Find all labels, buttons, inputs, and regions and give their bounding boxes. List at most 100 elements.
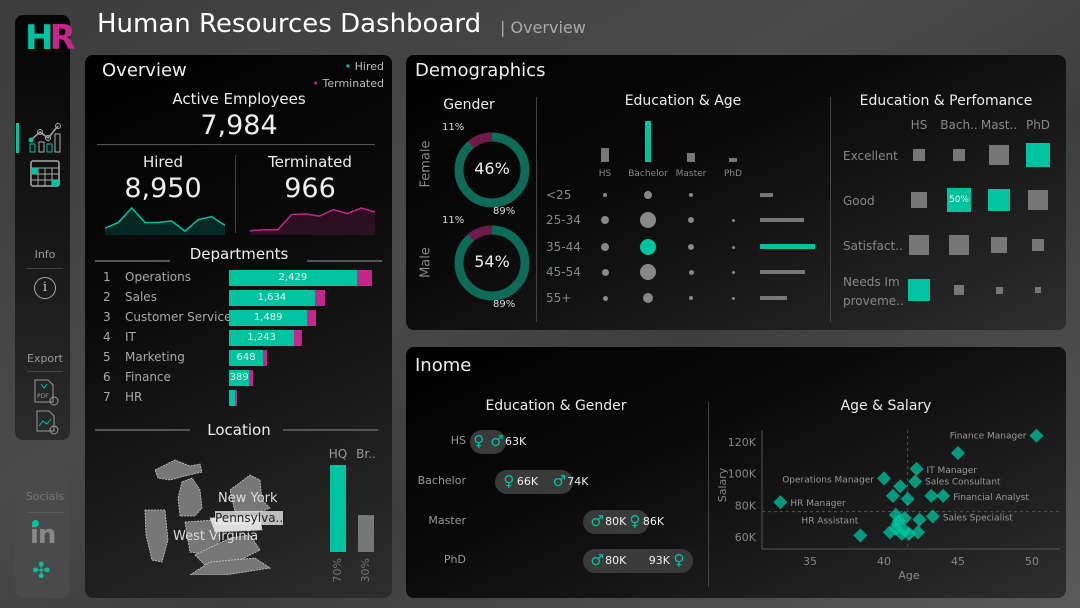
scatter-point[interactable]	[909, 461, 924, 477]
performance-square[interactable]	[995, 286, 1003, 294]
overview-panel: Overview • Hired • Terminated Active Emp…	[85, 55, 392, 598]
age-total-bar[interactable]	[760, 270, 805, 274]
department-hired-bar: 1,243	[229, 330, 295, 346]
education-age-dot[interactable]	[644, 191, 652, 199]
performance-square[interactable]	[949, 235, 969, 255]
tableau-icon[interactable]: ✣	[32, 559, 51, 584]
male-salary-label: 80K	[605, 554, 627, 567]
performance-square[interactable]	[954, 285, 964, 295]
education-age-dot[interactable]	[731, 218, 735, 222]
table-icon[interactable]	[30, 160, 60, 187]
performance-square[interactable]	[953, 149, 965, 161]
x-tick-label: 40	[877, 555, 891, 568]
performance-square[interactable]: 50%	[947, 188, 971, 212]
salary-range-pill[interactable]	[469, 430, 506, 454]
info-icon[interactable]: i	[34, 277, 56, 299]
scatter-point[interactable]	[876, 471, 892, 486]
education-age-dot[interactable]	[643, 293, 653, 303]
education-age-dot[interactable]	[601, 216, 609, 224]
scatter-point[interactable]	[924, 488, 939, 503]
scatter-point[interactable]	[885, 488, 900, 503]
salary-range-pill[interactable]	[583, 510, 649, 534]
education-age-dot[interactable]	[688, 217, 694, 223]
education-age-dot[interactable]	[688, 269, 694, 275]
department-row[interactable]: 5 Marketing 648	[85, 350, 385, 366]
education-age-dot[interactable]	[731, 270, 735, 274]
performance-square[interactable]	[909, 235, 929, 255]
scatter-point[interactable]	[910, 525, 926, 540]
education-total-bar[interactable]	[729, 158, 737, 162]
salary-range-pill[interactable]	[494, 470, 574, 494]
gender-donut[interactable]	[452, 130, 532, 210]
scatter-point[interactable]	[900, 491, 915, 507]
education-total-bar[interactable]	[687, 153, 695, 162]
department-row[interactable]: 2 Sales 1,634	[85, 290, 385, 306]
education-age-dot[interactable]	[640, 239, 656, 255]
gender-donut[interactable]	[452, 223, 532, 303]
performance-square[interactable]	[1028, 190, 1048, 210]
performance-row-label: Good	[843, 194, 875, 208]
performance-square[interactable]	[908, 279, 930, 301]
education-total-bar[interactable]	[645, 121, 651, 162]
dashboard-chart-icon[interactable]	[28, 120, 62, 154]
map-virginia	[194, 534, 261, 566]
scatter-point[interactable]	[950, 446, 966, 461]
department-row[interactable]: 6 Finance 389	[85, 370, 385, 386]
scatter-point[interactable]	[853, 528, 868, 543]
education-age-dot[interactable]	[689, 193, 693, 197]
education-total-bar[interactable]	[601, 148, 609, 162]
scatter-point[interactable]	[908, 474, 923, 489]
svg-text:PDF: PDF	[37, 393, 49, 400]
department-row[interactable]: 4 IT 1,243	[85, 330, 385, 346]
sidebar	[15, 15, 70, 440]
education-age-dot[interactable]	[731, 245, 735, 249]
department-hired-bar: 648	[229, 350, 264, 366]
scatter-point[interactable]	[893, 479, 908, 494]
info-label: Info	[34, 248, 56, 261]
y-tick-label: 60K	[735, 531, 757, 544]
performance-square[interactable]	[991, 237, 1007, 253]
export-image-icon[interactable]	[35, 409, 59, 435]
education-age-dot[interactable]	[688, 244, 694, 250]
performance-square[interactable]	[989, 145, 1009, 165]
age-salary-title: Age & Salary	[840, 398, 932, 414]
performance-square[interactable]	[913, 149, 925, 161]
scatter-point[interactable]	[936, 488, 951, 503]
performance-square[interactable]	[911, 192, 927, 208]
performance-square[interactable]	[988, 189, 1010, 211]
x-axis-label: Age	[898, 569, 920, 582]
education-age-dot[interactable]	[731, 296, 735, 300]
department-hired-bar	[229, 390, 236, 406]
scatter-point[interactable]	[912, 512, 927, 527]
scatter-point[interactable]	[773, 495, 788, 510]
education-age-dot[interactable]	[640, 212, 656, 228]
education-age-dot[interactable]	[640, 264, 656, 280]
education-age-dot[interactable]	[603, 193, 607, 197]
education-age-dot[interactable]	[601, 243, 609, 251]
male-icon: ♂	[490, 432, 504, 450]
salary-range-pill[interactable]	[583, 549, 693, 573]
education-age-dot[interactable]	[689, 296, 693, 300]
scatter-point[interactable]	[1029, 428, 1044, 443]
performance-square[interactable]	[1026, 143, 1050, 167]
department-row[interactable]: 7 HR	[85, 390, 385, 406]
location-bar[interactable]	[330, 465, 346, 552]
department-row[interactable]: 1 Operations 2,429	[85, 270, 385, 286]
department-name: IT	[125, 330, 136, 344]
location-bar[interactable]	[358, 514, 374, 552]
scatter-point[interactable]	[891, 514, 906, 529]
performance-square[interactable]	[1032, 239, 1044, 251]
education-age-dot[interactable]	[601, 268, 609, 276]
age-total-bar[interactable]	[760, 193, 773, 197]
age-label: 45-54	[546, 265, 581, 279]
scatter-point-label: Operations Manager	[782, 475, 874, 485]
performance-square[interactable]	[1035, 287, 1041, 293]
age-total-bar[interactable]	[760, 244, 815, 249]
gender-title: Gender	[443, 97, 495, 113]
age-total-bar[interactable]	[760, 218, 804, 222]
department-row[interactable]: 3 Customer Service 1,489	[85, 310, 385, 326]
scatter-point[interactable]	[925, 509, 940, 524]
export-pdf-icon[interactable]: PDF	[33, 378, 59, 406]
education-age-dot[interactable]	[602, 295, 608, 301]
age-total-bar[interactable]	[760, 296, 787, 300]
